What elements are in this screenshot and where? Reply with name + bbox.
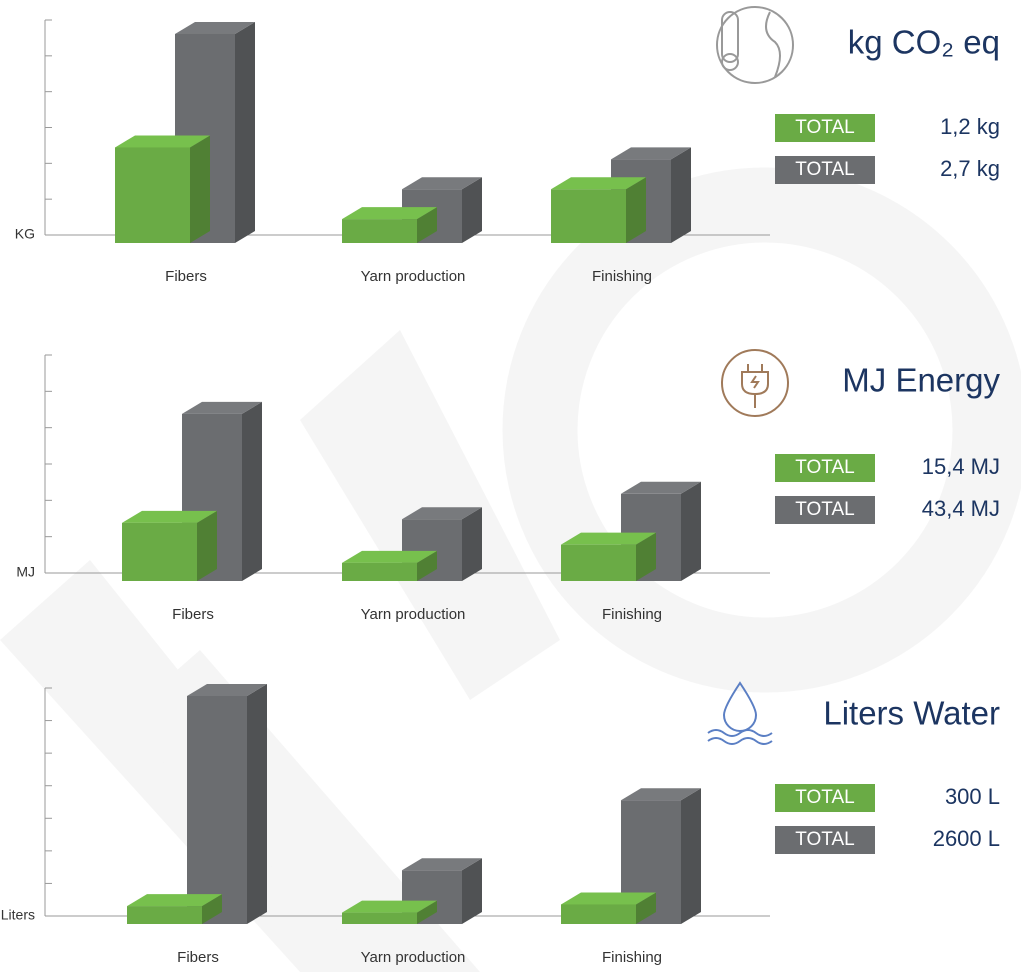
bar-side bbox=[462, 507, 482, 581]
bar-top bbox=[621, 788, 701, 801]
bar-front bbox=[342, 219, 417, 243]
unit-title: MJ Energy bbox=[842, 362, 1000, 399]
legend-label: TOTAL bbox=[795, 829, 854, 850]
bar-top bbox=[187, 684, 267, 696]
axis-label: KG bbox=[15, 226, 35, 242]
legend-swatch bbox=[775, 496, 875, 524]
bar-side bbox=[242, 401, 262, 581]
x-tick-label: Finishing bbox=[602, 949, 662, 966]
bar-top bbox=[182, 401, 262, 414]
unit-title: Liters Water bbox=[823, 695, 1000, 732]
bar-top bbox=[342, 207, 437, 220]
total-value: 1,2 kg bbox=[940, 114, 1000, 139]
x-tick-label: Fibers bbox=[172, 606, 214, 623]
bar-3d bbox=[402, 507, 482, 581]
legend-label: TOTAL bbox=[795, 787, 854, 808]
bar-side bbox=[636, 532, 656, 581]
bar-top bbox=[342, 900, 437, 913]
bar-side bbox=[417, 207, 437, 243]
bar-side bbox=[671, 147, 691, 243]
bar-top bbox=[402, 507, 482, 520]
x-tick-label: Finishing bbox=[602, 606, 662, 623]
axis-label: MJ bbox=[16, 564, 35, 580]
bar-front bbox=[115, 147, 190, 243]
bar-side bbox=[197, 510, 217, 581]
bar-side bbox=[681, 481, 701, 581]
legend-swatch bbox=[775, 454, 875, 482]
total-value: 15,4 MJ bbox=[922, 454, 1000, 479]
x-tick-label: Fibers bbox=[177, 949, 219, 966]
legend-label: TOTAL bbox=[795, 159, 854, 180]
bar-top bbox=[551, 177, 646, 190]
bar-3d bbox=[342, 900, 437, 924]
icon-water bbox=[707, 681, 773, 745]
bar-top bbox=[402, 177, 482, 190]
bar-side bbox=[190, 135, 210, 243]
bar-3d bbox=[187, 684, 267, 924]
legend-label: TOTAL bbox=[795, 117, 854, 138]
bar-front bbox=[127, 906, 202, 924]
icon-climate bbox=[716, 6, 794, 84]
bar-front bbox=[187, 696, 247, 924]
bar-3d bbox=[402, 858, 482, 924]
legend-label: TOTAL bbox=[795, 457, 854, 478]
bar-top bbox=[127, 894, 222, 907]
bar-3d bbox=[122, 510, 217, 581]
bar-3d bbox=[551, 177, 646, 243]
bar-side bbox=[681, 788, 701, 924]
bar-side bbox=[202, 894, 222, 924]
legend-swatch bbox=[775, 784, 875, 812]
unit-title: kg CO₂ eq bbox=[848, 24, 1000, 61]
bar-top bbox=[115, 135, 210, 148]
bar-3d bbox=[561, 892, 656, 924]
bar-side bbox=[417, 900, 437, 924]
bar-top bbox=[561, 532, 656, 545]
bar-top bbox=[611, 147, 691, 160]
total-value: 43,4 MJ bbox=[922, 496, 1000, 521]
bar-front bbox=[561, 544, 636, 581]
bar-side bbox=[462, 858, 482, 924]
x-tick-label: Finishing bbox=[592, 268, 652, 285]
x-tick-label: Fibers bbox=[165, 268, 207, 285]
bar-side bbox=[235, 21, 255, 243]
bar-top bbox=[402, 858, 482, 871]
legend-label: TOTAL bbox=[795, 499, 854, 520]
bar-front bbox=[122, 522, 197, 581]
legend-swatch bbox=[775, 114, 875, 142]
legend-swatch bbox=[775, 826, 875, 854]
bar-3d bbox=[115, 135, 210, 243]
watermark bbox=[0, 167, 1021, 972]
bar-3d bbox=[561, 532, 656, 581]
bar-3d bbox=[342, 207, 437, 243]
total-value: 2,7 kg bbox=[940, 156, 1000, 181]
bar-top bbox=[175, 21, 255, 34]
bar-front bbox=[551, 189, 626, 243]
bar-top bbox=[342, 550, 437, 563]
axis-label: Liters bbox=[1, 907, 35, 923]
bar-front bbox=[561, 904, 636, 924]
bar-3d bbox=[127, 894, 222, 924]
x-tick-label: Yarn production bbox=[361, 606, 466, 623]
x-tick-label: Yarn production bbox=[361, 268, 466, 285]
bar-side bbox=[626, 177, 646, 243]
legend-swatch bbox=[775, 156, 875, 184]
bar-side bbox=[247, 684, 267, 924]
bar-top bbox=[561, 892, 656, 905]
bar-front bbox=[342, 562, 417, 581]
bar-front bbox=[342, 912, 417, 924]
bar-3d bbox=[342, 550, 437, 581]
total-value: 2600 L bbox=[933, 826, 1000, 851]
icon-energy bbox=[721, 349, 789, 417]
bar-side bbox=[417, 550, 437, 581]
total-value: 300 L bbox=[945, 784, 1000, 809]
bar-top bbox=[122, 510, 217, 523]
bar-side bbox=[462, 177, 482, 243]
bar-side bbox=[636, 892, 656, 924]
x-tick-label: Yarn production bbox=[361, 949, 466, 966]
bar-top bbox=[621, 481, 701, 494]
